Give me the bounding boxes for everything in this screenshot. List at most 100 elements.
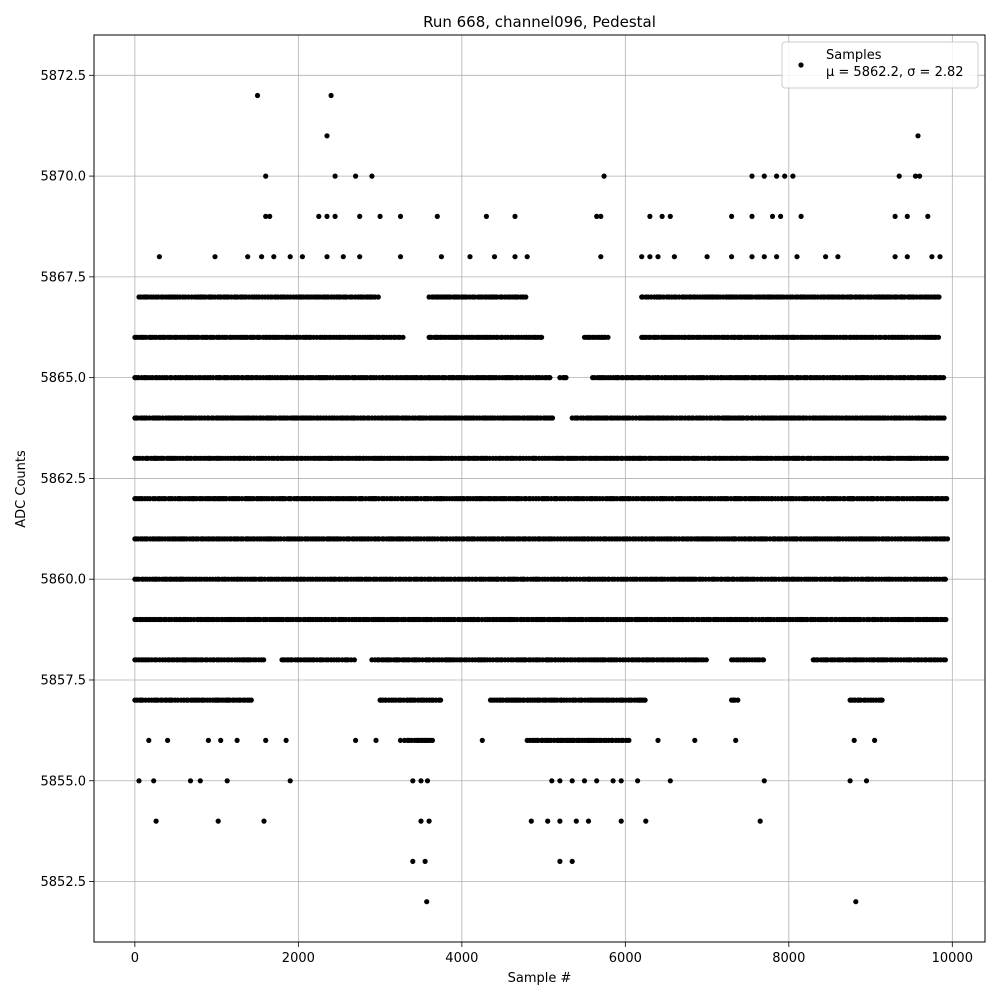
data-point xyxy=(324,133,330,139)
data-point xyxy=(639,254,645,260)
data-point xyxy=(153,818,159,824)
data-point xyxy=(729,213,735,219)
data-point xyxy=(944,455,950,461)
data-point xyxy=(422,858,428,865)
legend-box xyxy=(781,41,979,89)
data-point xyxy=(539,334,545,340)
data-point xyxy=(212,254,218,260)
data-point xyxy=(581,778,588,784)
data-point xyxy=(761,254,767,260)
data-point xyxy=(261,657,267,663)
data-point xyxy=(937,254,943,260)
data-point xyxy=(397,737,404,744)
data-point xyxy=(151,778,157,784)
data-point xyxy=(351,657,357,663)
data-point xyxy=(667,213,673,219)
data-point xyxy=(377,213,383,219)
data-point xyxy=(287,254,293,260)
data-point xyxy=(941,415,947,421)
data-point xyxy=(549,778,555,784)
data-point xyxy=(704,254,710,260)
data-point xyxy=(332,173,338,179)
data-point xyxy=(917,173,923,179)
data-point xyxy=(863,778,870,784)
data-point xyxy=(643,818,649,824)
data-point xyxy=(594,778,600,784)
data-point xyxy=(671,254,678,260)
data-point xyxy=(761,778,767,784)
data-point xyxy=(224,778,230,784)
data-point xyxy=(545,818,551,824)
data-point xyxy=(573,818,579,824)
y-tick-label: 5865.0 xyxy=(41,371,87,386)
data-point xyxy=(357,213,363,219)
data-point xyxy=(524,254,530,260)
data-point xyxy=(263,737,269,744)
data-point xyxy=(942,657,949,663)
data-point xyxy=(215,818,221,824)
data-point xyxy=(760,657,767,663)
data-point xyxy=(547,375,553,381)
data-point xyxy=(259,254,265,260)
data-point xyxy=(935,334,942,340)
data-point xyxy=(942,576,949,582)
data-point xyxy=(353,737,359,744)
y-tick-label: 5870.0 xyxy=(41,170,87,185)
data-point xyxy=(896,173,902,179)
data-point xyxy=(340,254,346,260)
data-point xyxy=(904,254,910,260)
data-point xyxy=(912,173,919,179)
data-point xyxy=(375,294,381,300)
y-tick-label: 5852.5 xyxy=(41,875,87,890)
chart-title: Run 668, channel096, Pedestal xyxy=(423,13,656,31)
data-point xyxy=(357,254,363,260)
data-point xyxy=(642,697,648,703)
data-point xyxy=(944,536,951,542)
data-point xyxy=(557,778,563,784)
data-point xyxy=(324,254,330,260)
plot-frame xyxy=(93,34,986,943)
data-point xyxy=(892,213,898,219)
data-point xyxy=(218,737,224,744)
data-point xyxy=(283,737,289,744)
data-point xyxy=(769,213,776,219)
data-point xyxy=(248,697,254,703)
data-point xyxy=(823,254,829,260)
data-point xyxy=(605,334,611,340)
data-point xyxy=(234,737,240,744)
data-point xyxy=(136,778,142,784)
data-point xyxy=(774,254,780,260)
data-point xyxy=(187,778,194,784)
data-point xyxy=(557,858,563,865)
data-point xyxy=(618,778,624,784)
data-point xyxy=(794,254,800,260)
x-tick-label: 6000 xyxy=(609,951,642,966)
data-point xyxy=(879,697,885,703)
data-point xyxy=(434,213,440,219)
data-point xyxy=(778,213,784,219)
data-point xyxy=(467,254,473,260)
data-point xyxy=(667,778,673,784)
data-point xyxy=(373,737,379,744)
data-point xyxy=(936,294,942,300)
data-point xyxy=(790,173,796,179)
data-point xyxy=(438,254,444,260)
data-point xyxy=(523,294,529,300)
data-point xyxy=(324,213,330,219)
data-point xyxy=(245,254,251,260)
data-point xyxy=(328,92,334,99)
data-point xyxy=(287,778,293,784)
data-point xyxy=(626,737,632,744)
data-point xyxy=(261,818,267,824)
data-point xyxy=(156,254,162,260)
data-point xyxy=(655,254,661,260)
data-point xyxy=(782,173,788,179)
data-point xyxy=(491,254,498,260)
legend: Samples μ = 5862.2, σ = 2.82 xyxy=(781,41,979,89)
data-point xyxy=(424,778,431,784)
data-point xyxy=(569,778,575,784)
data-point xyxy=(254,92,261,99)
data-point xyxy=(332,213,338,219)
data-point xyxy=(267,213,273,219)
data-point xyxy=(205,737,211,744)
